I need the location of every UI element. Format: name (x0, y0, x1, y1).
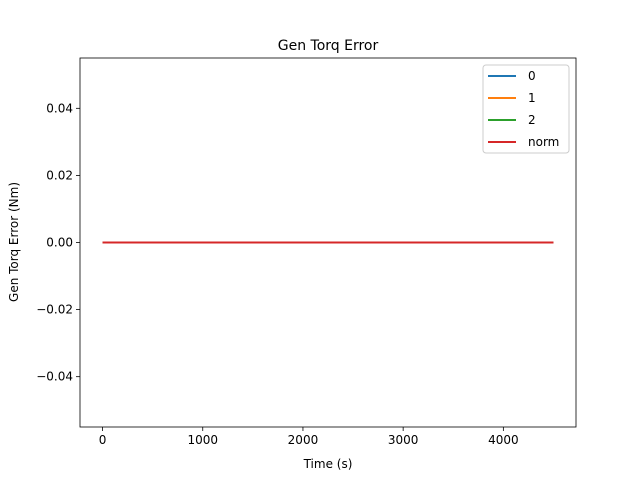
x-tick-label: 1000 (187, 433, 218, 447)
plot-frame (79, 57, 577, 428)
legend-box (482, 64, 570, 154)
legend: 0 1 2 norm (482, 64, 570, 154)
legend-label: norm (528, 135, 559, 149)
y-tick-label: 0.02 (46, 168, 73, 182)
x-tick-label: 3000 (388, 433, 419, 447)
y-axis-ticks: −0.04 −0.02 0.00 0.02 0.04 (36, 101, 80, 384)
legend-label: 2 (528, 113, 536, 127)
legend-label: 1 (528, 91, 536, 105)
chart-title: Gen Torq Error (278, 38, 379, 54)
x-tick-label: 4000 (488, 433, 519, 447)
x-axis-ticks: 0 1000 2000 3000 4000 (99, 427, 519, 447)
x-axis-label: Time (s) (303, 457, 353, 471)
y-axis-label: Gen Torq Error (Nm) (7, 182, 21, 302)
legend-label: 0 (528, 69, 536, 83)
x-tick-label: 0 (99, 433, 107, 447)
y-tick-label: 0.04 (46, 101, 73, 115)
y-tick-label: 0.00 (46, 236, 73, 250)
y-tick-label: −0.02 (36, 303, 73, 317)
y-tick-label: −0.04 (36, 370, 73, 384)
x-tick-label: 2000 (288, 433, 319, 447)
